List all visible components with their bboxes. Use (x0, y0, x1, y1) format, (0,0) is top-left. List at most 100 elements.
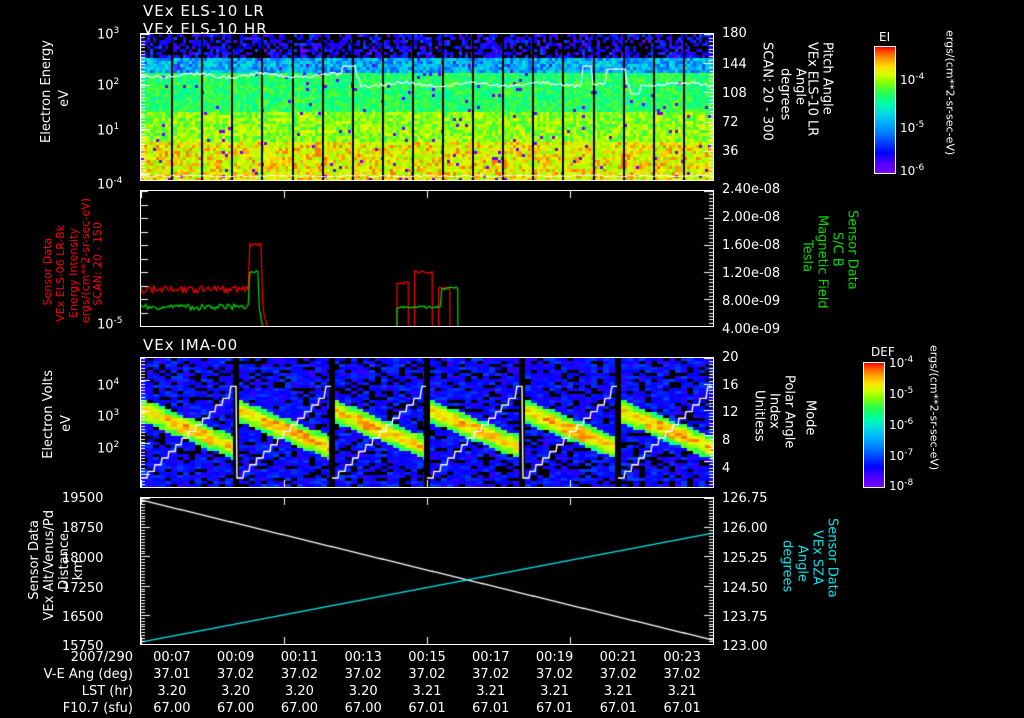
bottom-cell-ve-ang-8: 37.02 (663, 667, 701, 682)
panel1-left-tick-1: 102 (97, 77, 119, 93)
panel-electron-energy-spectrogram (140, 33, 714, 181)
lineplot-canvas-altitude-sza (141, 498, 713, 644)
bottom-cell-lst-2: 3.20 (284, 684, 314, 699)
bottom-cell-lst-1: 3.20 (221, 684, 251, 699)
bottom-cell-time-6: 00:19 (535, 650, 574, 665)
panel3-colorbar (863, 362, 885, 488)
panel3-colorbar-units: ergs/(cm**2-sr-sec-eV) (927, 345, 941, 471)
bottom-cell-f107-1: 67.00 (217, 701, 255, 716)
tick-base: 10 (97, 441, 114, 457)
bottom-cell-time-8: 00:23 (663, 650, 701, 665)
panel3-colorbar-title: DEF (871, 345, 895, 359)
panel4-right-tick-5: 123.00 (722, 639, 768, 654)
panel1-title-line2: VEx ELS-10 HR (143, 20, 268, 38)
lineplot-canvas-intensity-b (141, 191, 713, 326)
tick-base: 10 (900, 164, 916, 178)
tick-exp: -8 (904, 478, 914, 488)
panel2-left-label-line1: Sensor Data (41, 238, 54, 306)
tick-base: 10 (97, 317, 114, 333)
panel1-colorbar-tick-2: 10-6 (900, 163, 924, 178)
panel3-colorbar-tick-2: 10-6 (889, 417, 913, 432)
bottom-cell-time-2: 00:11 (280, 650, 319, 665)
panel1-left-tick-2: 101 (97, 122, 119, 138)
panel2-left-label-line4: ergs/(cm**2-sr-sec-eV) (79, 198, 92, 324)
tick-exp: 3 (113, 26, 120, 36)
panel3-right-label-line4: Unitless (751, 390, 767, 442)
tick-exp: 2 (113, 77, 120, 87)
panel4-right-label-line4: degrees (779, 540, 795, 593)
bottom-cell-ve-ang-3: 37.02 (344, 667, 382, 682)
panel4-left-label-line2: VEx Alt/Venus/Pd (42, 510, 57, 621)
bottom-cell-f107-6: 67.01 (535, 701, 574, 716)
panel2-right-label-line1: Sensor Data (844, 210, 860, 290)
panel3-right-tick-2: 12 (722, 405, 739, 420)
tick-base: 10 (97, 78, 114, 94)
panel2-right-label-line2: S/C B (829, 232, 845, 267)
panel2-right-tick-0: 2.40e-08 (722, 182, 781, 197)
panel1-left-label-line1: Electron Energy (39, 40, 54, 143)
tick-exp: -7 (904, 448, 914, 458)
bottom-row-label-date: 2007/290 (70, 650, 133, 665)
tick-exp: -5 (904, 386, 914, 396)
panel-ion-energy-spectrogram (140, 357, 714, 488)
tick-exp: 4 (113, 377, 120, 387)
panel3-left-tick-0: 104 (97, 377, 119, 393)
bottom-row-veang: V-E Ang (deg) (0, 667, 1024, 684)
panel1-right-label-line4: degrees (777, 68, 793, 121)
panel2-right-label-line4: Tesla (799, 240, 815, 273)
panel1-colorbar-tick-1: 10-5 (900, 120, 924, 135)
panel2-right-tick-4: 8.00e-09 (722, 294, 781, 309)
panel3-left-tick-1: 103 (97, 408, 119, 424)
bottom-cell-lst-5: 3.21 (476, 684, 506, 699)
panel4-right-label-line2: VEx SZA (809, 530, 825, 585)
panel1-right-tick-1: 144 (722, 57, 747, 72)
tick-base: 10 (97, 409, 114, 425)
panel3-left-tick-2: 102 (97, 440, 119, 456)
panel1-right-tick-3: 72 (722, 115, 739, 130)
panel2-left-label-line2: VEx ELS-06 LR-Bk (54, 225, 67, 322)
bottom-cell-f107-3: 67.00 (344, 701, 382, 716)
panel2-left-tick-0: 10-4 (97, 176, 123, 192)
tick-exp: -6 (904, 417, 914, 427)
tick-base: 10 (97, 27, 114, 43)
panel3-colorbar-tick-4: 10-8 (889, 478, 913, 493)
tick-exp: 2 (113, 440, 120, 450)
bottom-cell-f107-4: 67.01 (408, 701, 446, 716)
bottom-cell-ve-ang-7: 37.02 (599, 667, 637, 682)
tick-base: 10 (889, 479, 905, 493)
panel2-right-tick-1: 2.00e-08 (722, 210, 781, 225)
panel2-left-label-line5: SCAN: 20 - 150 (91, 222, 104, 306)
panel1-left-tick-0: 103 (97, 26, 119, 42)
panel1-colorbar-gradient (875, 47, 895, 173)
bottom-cell-ve-ang-2: 37.02 (280, 667, 319, 682)
tick-base: 10 (900, 121, 916, 135)
panel4-right-label-line1: Sensor Data (824, 518, 840, 598)
panel1-left-axis-unit: eV (57, 90, 72, 107)
panel2-left-label-line3: Energy Intensity (67, 228, 80, 318)
bottom-row-date: 2007/290 (0, 650, 1024, 667)
tick-exp: 3 (113, 408, 120, 418)
bottom-cell-ve-ang-0: 37.01 (153, 667, 191, 682)
panel3-left-label-line2: eV (59, 415, 74, 432)
panel1-left-axis-label: Electron Energy (39, 40, 54, 143)
panel1-right-label-line2: VEx ELS-10 LR (804, 42, 820, 137)
panel3-right-tick-4: 4 (722, 461, 731, 476)
bottom-cell-time-0: 00:07 (153, 650, 191, 665)
panel4-left-tick-1: 18750 (62, 521, 104, 536)
panel4-right-tick-4: 123.75 (722, 610, 768, 625)
bottom-cell-lst-3: 3.20 (348, 684, 378, 699)
panel1-left-label-line2: eV (57, 90, 72, 107)
tick-base: 10 (97, 123, 114, 139)
panel3-right-tick-1: 16 (722, 378, 739, 393)
bottom-cell-time-4: 00:15 (408, 650, 446, 665)
bottom-cell-ve-ang-6: 37.02 (535, 667, 574, 682)
bottom-cell-time-5: 00:17 (472, 650, 510, 665)
panel2-right-label-line3: Magnetic Field (814, 215, 830, 309)
panel3-title: VEx IMA-00 (143, 336, 239, 354)
panel4-right-label-line3: Angle (794, 545, 810, 582)
tick-exp: -5 (915, 120, 925, 130)
spectrogram-canvas-els (141, 34, 713, 180)
panel3-right-label-line3: Index (766, 393, 782, 429)
tick-exp: -4 (904, 355, 914, 365)
panel2-right-tick-5: 4.00e-09 (722, 322, 781, 337)
